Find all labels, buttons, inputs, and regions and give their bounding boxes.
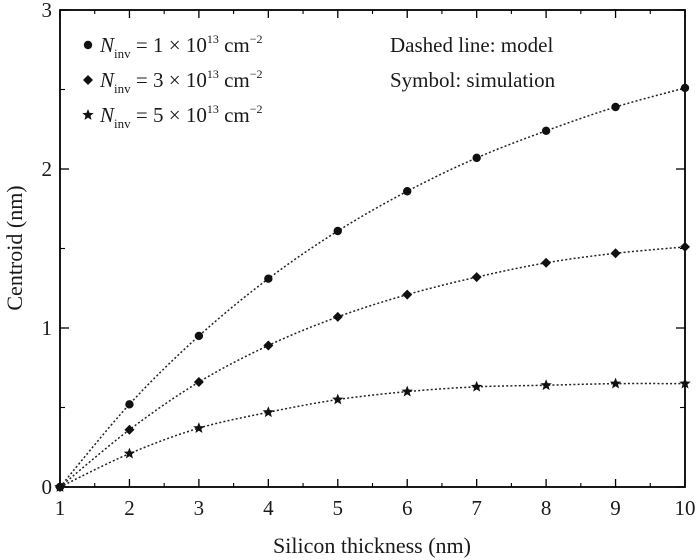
legend-entry-3: Ninv = 5 × 1013 cm−2 [99,102,263,131]
legend-name-unit: cm [219,103,250,127]
legend-name-subscript: inv [114,116,131,131]
series-1-point [472,153,481,163]
series-1-point [680,83,690,93]
legend-name-subscript: inv [114,81,131,96]
legend-name-value: = 3 × 10 [131,68,207,92]
x-tick-label: 6 [402,496,413,520]
legend-entry-2: Ninv = 3 × 1013 cm−2 [99,67,263,96]
legend-name-unit: cm [219,68,250,92]
legend-name-unit-exponent: −2 [250,67,263,81]
legend-marker-3 [82,109,94,120]
x-tick-label: 4 [263,496,274,520]
legend-name-value: = 5 × 10 [131,103,207,127]
series-3-point [679,377,691,389]
series-3-point [54,481,66,492]
legend-name-exponent: 13 [207,32,219,46]
legend-name-unit-exponent: −2 [250,102,263,116]
series-2-point [471,272,482,283]
model-note: Dashed line: model [390,33,553,57]
x-tick-label: 3 [194,496,205,520]
series-line-3 [59,382,686,488]
x-tick-label: 7 [471,496,482,520]
legend-name-prefix: N [99,68,115,92]
legend-name-prefix: N [99,103,115,127]
annotations: Dashed line: model Symbol: simulation [390,33,556,92]
series-3-point [332,393,344,405]
series-1-point [264,274,273,283]
x-tick-label: 10 [675,496,696,520]
series-2-point [124,424,135,435]
x-tick-label: 8 [541,496,552,520]
series-1-point [125,400,134,409]
y-axis-label: Centroid (nm) [2,185,27,310]
series-line-2 [59,246,686,488]
series-1-point [194,331,204,341]
series-lines [59,87,686,488]
series-1-point [403,187,412,196]
series-3-point [123,447,136,459]
legend-name-subscript: inv [114,46,131,61]
series-1-point [611,102,620,112]
series-2-point [541,257,552,268]
x-tick-label: 2 [124,496,135,520]
x-tick-label: 5 [333,496,344,520]
y-tick-label: 3 [42,0,53,22]
series-2-point [263,340,274,351]
series-1-point [541,126,551,136]
series-3-point [540,379,552,391]
legend-marker-2 [83,75,93,85]
x-tick-label: 9 [610,496,621,520]
series-3-point [262,406,275,418]
series-1-point [333,226,342,236]
legend-name-exponent: 13 [207,102,219,116]
legend-name-unit: cm [219,33,250,57]
x-tick-label: 1 [55,496,66,520]
series-3-point [470,380,483,392]
legend-entry-1: Ninv = 1 × 1013 cm−2 [99,32,263,61]
series-2-point [680,241,690,252]
legend-name-prefix: N [99,33,115,57]
y-tick-label: 2 [42,157,53,181]
series-line-1 [59,87,686,488]
series-3-point [401,385,413,397]
legend-name-exponent: 13 [207,67,219,81]
simulation-note: Symbol: simulation [390,68,556,92]
legend-marker-1 [83,40,93,50]
y-tick-label: 1 [42,316,53,340]
series-2-point [332,311,343,322]
series-3-point [193,422,205,434]
x-axis-label: Silicon thickness (nm) [273,533,471,558]
series-markers [54,83,691,492]
y-tick-label: 0 [42,475,53,499]
series-2-point [610,248,621,259]
series-2-point [193,377,204,388]
series-2-point [402,289,413,300]
legend-name-value: = 1 × 10 [131,33,207,57]
series-3-point [609,377,622,389]
legend-name-unit-exponent: −2 [250,32,263,46]
